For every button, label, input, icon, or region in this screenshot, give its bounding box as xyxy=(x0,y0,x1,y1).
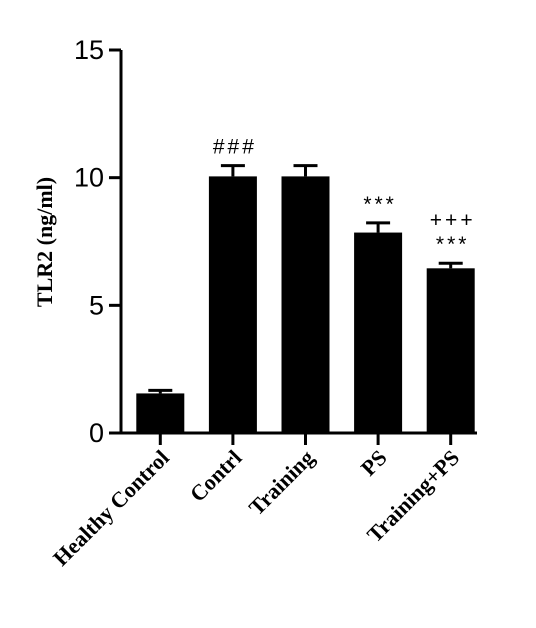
x-axis xyxy=(119,431,477,445)
error-bars xyxy=(148,164,463,394)
category-label: Contrl xyxy=(185,445,247,507)
y-tick-label: 15 xyxy=(74,35,104,65)
bar xyxy=(136,393,185,433)
bar xyxy=(208,176,257,433)
y-tick-label: 10 xyxy=(74,163,104,193)
category-label: Healthy Control xyxy=(48,445,174,571)
significance-mark: *** xyxy=(436,233,470,256)
bar xyxy=(354,232,403,433)
significance-mark: +++ xyxy=(430,209,476,232)
y-axis: 0 5 10 15 xyxy=(74,35,123,448)
y-axis-title: TLR2 (ng/ml) xyxy=(32,177,57,307)
significance-mark: ### xyxy=(213,136,257,159)
significance-mark: *** xyxy=(363,193,397,216)
y-tick-label: 5 xyxy=(89,290,104,320)
y-tick-label: 0 xyxy=(89,418,104,448)
bars xyxy=(136,176,475,433)
bar xyxy=(426,268,475,433)
significance-annotations: ###***+++*** xyxy=(213,136,476,257)
bar xyxy=(281,176,330,433)
category-label: PS xyxy=(356,445,392,481)
category-label: Training xyxy=(244,445,319,520)
